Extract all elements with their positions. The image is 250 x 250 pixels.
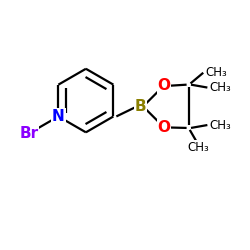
Text: CH₃: CH₃ (205, 66, 227, 79)
Text: Br: Br (19, 126, 38, 141)
Text: CH₃: CH₃ (188, 141, 210, 154)
Text: CH₃: CH₃ (209, 118, 231, 132)
Text: CH₃: CH₃ (209, 81, 231, 94)
Text: O: O (158, 120, 170, 135)
Text: O: O (158, 78, 170, 94)
Text: N: N (52, 109, 65, 124)
Text: B: B (135, 99, 147, 114)
